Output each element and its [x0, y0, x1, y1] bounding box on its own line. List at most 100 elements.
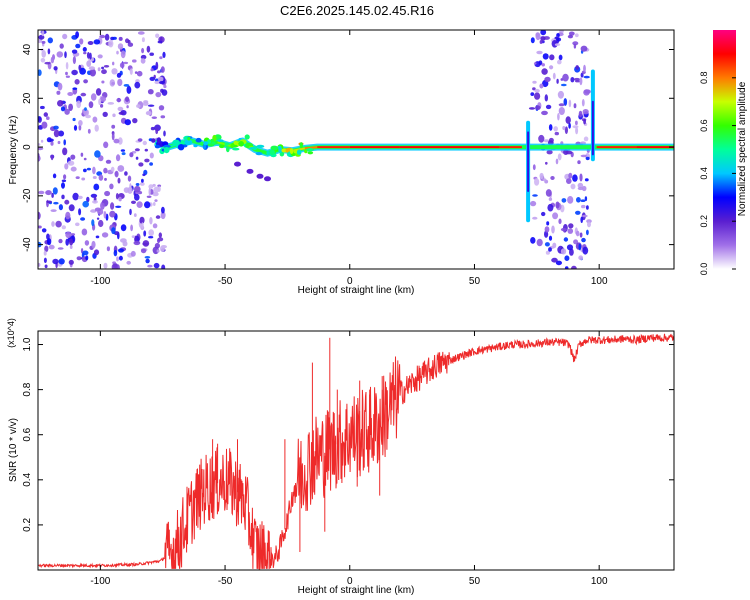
noise-speckle — [64, 108, 70, 115]
noise-speckle — [132, 59, 137, 63]
noise-speckle — [548, 197, 553, 201]
noise-speckle — [539, 40, 543, 44]
noise-speckle — [535, 105, 541, 110]
noise-speckle — [40, 139, 44, 143]
noise-speckle — [86, 167, 91, 171]
noise-speckle — [579, 173, 583, 182]
snr-frame — [37, 330, 675, 571]
noise-speckle — [38, 143, 41, 146]
noise-speckle — [140, 58, 146, 64]
noise-speckle — [110, 202, 115, 210]
signal-track-core — [304, 146, 318, 150]
noise-speckle — [50, 154, 54, 161]
noise-speckle — [124, 171, 128, 176]
noise-speckle — [159, 56, 163, 60]
signal-blob — [270, 145, 279, 151]
noise-speckle — [47, 48, 51, 55]
noise-speckle — [78, 120, 83, 126]
noise-speckle — [91, 219, 95, 227]
noise-speckle — [564, 255, 570, 261]
noise-speckle — [46, 200, 52, 204]
noise-speckle — [532, 194, 538, 197]
noise-speckle — [119, 62, 125, 68]
noise-speckle — [139, 182, 145, 186]
noise-speckle — [580, 154, 587, 158]
signal-blob — [154, 144, 161, 149]
noise-speckle — [134, 185, 141, 193]
noise-speckle — [148, 187, 151, 196]
noise-speckle — [147, 264, 153, 268]
noise-speckle — [38, 116, 42, 123]
noise-speckle — [530, 237, 536, 244]
noise-speckle — [72, 87, 78, 90]
noise-speckle — [100, 201, 105, 210]
spectrogram-x-ticks: -100 -50 0 50 100 — [90, 30, 608, 287]
noise-speckle — [579, 232, 583, 238]
noise-speckle — [62, 33, 68, 40]
noise-speckle — [150, 126, 155, 131]
noise-speckle — [103, 211, 107, 219]
noise-speckle — [151, 116, 157, 119]
noise-speckle — [583, 64, 586, 73]
noise-speckle — [545, 104, 552, 110]
snr-x-tick-label: 100 — [591, 576, 608, 587]
noise-speckle — [530, 92, 535, 96]
noise-speckle — [528, 107, 536, 110]
noise-speckle — [583, 119, 586, 125]
noise-speckle — [162, 51, 166, 59]
noise-speckle — [144, 255, 151, 259]
noise-speckle — [127, 42, 134, 47]
noise-speckle — [80, 217, 86, 221]
noise-speckle — [92, 200, 98, 204]
colorbar-label: Normalized spectral amplitude — [737, 81, 748, 216]
noise-speckle — [44, 61, 51, 65]
noise-speckle — [560, 83, 567, 87]
noise-speckle — [133, 213, 137, 218]
noise-speckle — [111, 132, 115, 141]
noise-speckle — [81, 177, 86, 181]
noise-speckle — [116, 98, 122, 103]
noise-speckle — [142, 140, 147, 146]
signal-blob — [195, 137, 202, 143]
noise-speckle — [580, 216, 583, 223]
noise-speckle — [580, 199, 586, 202]
noise-speckle — [53, 201, 59, 205]
noise-speckle — [552, 242, 557, 249]
noise-speckle — [61, 225, 66, 230]
noise-speckle — [116, 264, 120, 269]
noise-speckle — [87, 41, 94, 45]
spectrogram-frame — [37, 29, 675, 270]
noise-speckle — [90, 193, 98, 198]
noise-speckle — [141, 178, 144, 183]
noise-speckle — [107, 102, 115, 105]
snr-x-axis-label: Height of straight line (km) — [298, 585, 415, 596]
noise-speckle — [575, 126, 579, 135]
noise-speckle — [61, 182, 65, 189]
noise-speckle — [157, 70, 161, 74]
noise-speckle — [565, 150, 573, 155]
noise-speckle — [104, 190, 111, 197]
noise-speckle — [65, 61, 69, 70]
noise-speckle — [118, 111, 125, 115]
noise-speckle — [573, 103, 577, 109]
signal-blob — [172, 139, 181, 146]
noise-speckle — [143, 230, 147, 237]
noise-speckle — [549, 65, 554, 70]
noise-speckle — [86, 60, 92, 67]
noise-speckle — [53, 66, 58, 71]
noise-speckle — [97, 67, 101, 72]
spectrogram-y-ticks: -40 -20 0 20 40 — [22, 44, 674, 252]
noise-speckle — [581, 204, 586, 209]
noise-speckle — [558, 107, 565, 115]
noise-speckle — [154, 199, 158, 202]
noise-speckle — [586, 219, 592, 224]
noise-speckle — [38, 155, 41, 162]
signal-blob — [266, 150, 270, 156]
colorbar-tick-label: 0.8 — [699, 72, 709, 85]
signal-blob — [217, 139, 224, 143]
signal-blob — [163, 147, 170, 154]
signal-blob — [184, 139, 193, 146]
noise-speckle — [98, 174, 104, 181]
noise-speckle — [120, 149, 126, 152]
noise-speckle — [155, 215, 161, 219]
